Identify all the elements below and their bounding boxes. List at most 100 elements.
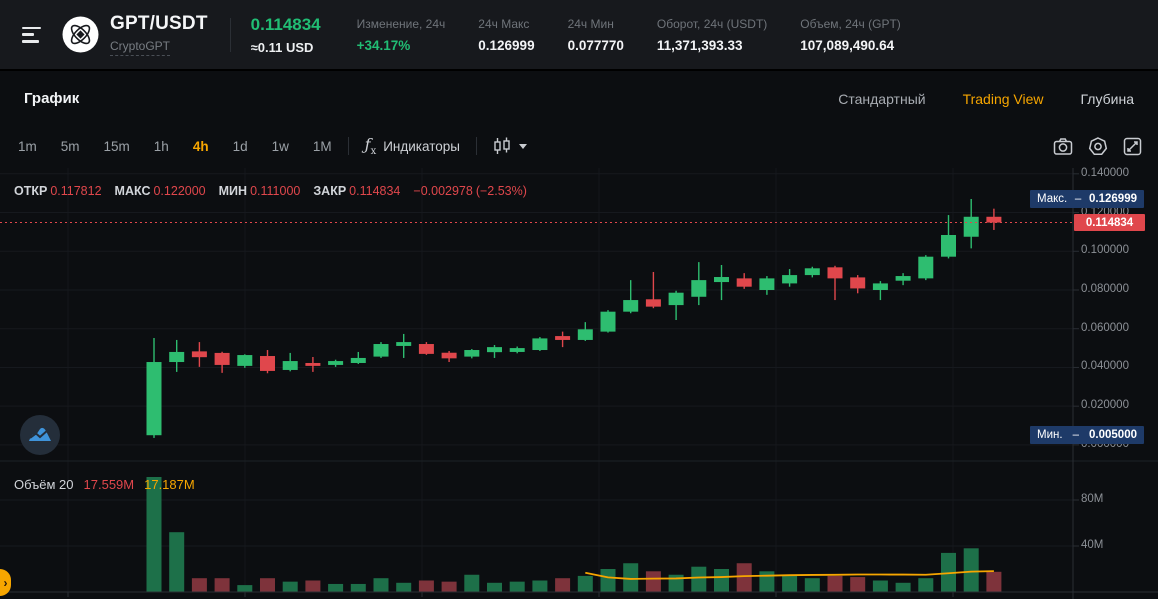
candle-body [577, 329, 593, 340]
chart-type-button[interactable] [20, 415, 60, 455]
timeframe-1m[interactable]: 1m [18, 138, 37, 154]
hamburger-icon[interactable] [22, 26, 44, 43]
candle-body [782, 275, 798, 284]
volume-ma-value: 17.187M [144, 477, 195, 492]
candle-body [986, 216, 1002, 223]
candles-icon [494, 137, 510, 154]
chart-toolbar: 1m 5m 15m 1h 4h 1d 1w 1M ƒx Индикаторы [0, 124, 1158, 168]
candle-body [714, 277, 729, 283]
timeframe-list: 1m 5m 15m 1h 4h 1d 1w 1M [18, 139, 332, 154]
candle-body [146, 362, 162, 436]
volume-bar [214, 578, 230, 592]
timeframe-4h[interactable]: 4h [192, 138, 209, 154]
candle-body [804, 268, 820, 276]
volume-bar [850, 577, 866, 592]
candle-body [759, 278, 775, 290]
mode-tradingview[interactable]: Trading View [962, 90, 1044, 107]
timeframe-5m[interactable]: 5m [60, 138, 80, 154]
candle-body [237, 355, 253, 366]
camera-icon[interactable] [1053, 137, 1073, 156]
chevron-down-icon [518, 143, 527, 149]
volume-bar [237, 585, 253, 592]
stat-turnover-24h: Оборот, 24ч (USDT) 11,371,393.33 [656, 16, 768, 53]
candle-body [169, 351, 185, 363]
candle-body [963, 216, 979, 237]
chart-region[interactable]: ОТКР 0.117812 МАКС 0.122000 МИН 0.111000 ЗА… [0, 167, 1158, 599]
timeframe-15m[interactable]: 15m [103, 138, 130, 154]
pair-title: GPT/USDT [110, 13, 208, 34]
volume-bar [350, 583, 366, 592]
volume-bar [418, 580, 434, 592]
volume-bar [328, 583, 344, 592]
stats-strip: Изменение, 24ч +34.17% 24ч Макс 0.126999… [357, 17, 901, 53]
tab-chart-title[interactable]: График [24, 90, 80, 107]
candle-body [328, 361, 344, 365]
volume-bar [532, 580, 548, 592]
volume-bar [782, 574, 798, 592]
candle-body [691, 280, 707, 297]
token-name[interactable]: CryptoGPT [110, 39, 171, 56]
mountain-chart-icon [29, 427, 51, 441]
chart-mode-switch: Стандартный Trading View Глубина [838, 91, 1134, 107]
timeframe-1h[interactable]: 1h [153, 138, 169, 154]
candle-body [850, 277, 866, 289]
candle-body [260, 356, 275, 371]
ohlc-legend: ОТКР 0.117812 МАКС 0.122000 МИН 0.111000 ЗА… [14, 184, 527, 198]
volume-ma-line [585, 570, 994, 580]
volume-bar [464, 574, 480, 592]
volume-bar [600, 569, 616, 592]
stat-volume-24h: Объем, 24ч (GPT) 107,089,490.64 [800, 16, 901, 53]
volume-bar [963, 548, 979, 592]
candle-body [532, 338, 548, 351]
candle-body [464, 350, 480, 357]
volume-bar [577, 575, 593, 592]
stat-change-24h: Изменение, 24ч +34.17% [356, 16, 446, 53]
candle-body [827, 267, 843, 279]
volume-bar [555, 578, 571, 592]
candle-body [918, 256, 934, 279]
volume-bar [918, 578, 934, 592]
indicators-button[interactable]: ƒx Индикаторы [365, 135, 460, 157]
stat-low-24h: 24ч Мин 0.077770 [567, 16, 624, 53]
candle-body [191, 351, 207, 358]
volume-bar [986, 571, 1002, 592]
volume-bar [645, 571, 661, 592]
timeframe-1w[interactable]: 1w [271, 138, 289, 154]
candle-body [350, 357, 366, 363]
volume-bar [282, 581, 298, 592]
fiat-equivalent: ≈0.11 USD [250, 39, 314, 55]
pair-header: GPT/USDT CryptoGPT 0.114834 ≈0.11 USD Из… [0, 0, 1158, 71]
indicators-label: Индикаторы [383, 138, 460, 154]
toolbar-divider-2 [475, 137, 477, 155]
panel-expand-handle[interactable]: › [0, 569, 11, 596]
gear-icon[interactable] [1088, 136, 1108, 156]
mode-depth[interactable]: Глубина [1080, 90, 1134, 107]
volume-current-value: 17.559M [83, 477, 135, 492]
candle-body [600, 311, 616, 332]
volume-bar [260, 578, 275, 592]
timeframe-1M[interactable]: 1M [312, 138, 332, 154]
volume-bar [146, 477, 162, 592]
expand-icon[interactable] [1123, 137, 1142, 156]
candlestick-chart[interactable] [0, 168, 1158, 599]
timeframe-1d[interactable]: 1d [232, 138, 248, 154]
volume-bar [396, 582, 412, 592]
header-divider [229, 17, 231, 52]
candle-body [736, 278, 752, 287]
candle-body [282, 361, 298, 370]
candle-body [418, 344, 434, 354]
volume-bar [804, 578, 820, 592]
mode-standard[interactable]: Стандартный [838, 90, 926, 107]
candle-body [645, 299, 661, 307]
chart-style-button[interactable] [493, 137, 527, 155]
candle-body [305, 362, 321, 366]
stat-high-24h: 24ч Макс 0.126999 [478, 16, 535, 53]
cryptogpt-logo [62, 16, 99, 53]
volume-bar [691, 566, 707, 592]
candle-body [214, 352, 230, 365]
volume-bar [487, 582, 502, 592]
volume-bar [373, 578, 389, 592]
session-low-badge: Мин. –0.005000 [1030, 426, 1144, 444]
volume-bar [759, 571, 775, 592]
